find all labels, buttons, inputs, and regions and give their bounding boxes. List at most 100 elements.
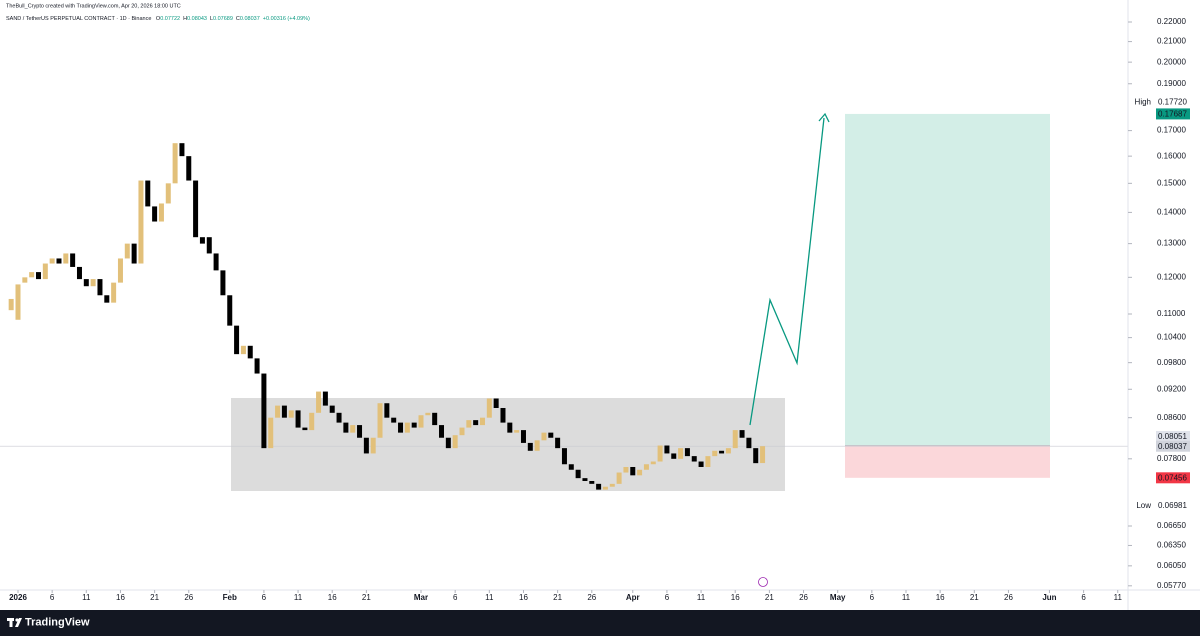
logo-part [9, 618, 13, 627]
candle-body [309, 412, 315, 431]
candle-body [42, 263, 48, 280]
candle-body [732, 430, 738, 449]
x-tick-label: Feb [223, 593, 237, 602]
x-tick-label: Jun [1042, 593, 1056, 602]
x-tick-label: 6 [50, 593, 55, 602]
candle-body [411, 422, 417, 428]
x-tick-label: 11 [82, 593, 91, 602]
credit: TheBull_Crypto created with TradingView.… [6, 3, 181, 9]
target-label-bg [1156, 108, 1190, 120]
high-label-bg [1156, 96, 1190, 108]
symbol-line: SAND / TetherUS PERPETUAL CONTRACT · 1D … [6, 16, 310, 22]
y-tick-label: 0.13000 [1157, 239, 1186, 248]
candle-body [623, 466, 629, 473]
y-tick-label: 0.19000 [1157, 79, 1186, 88]
x-tick-label: Mar [414, 593, 428, 602]
candle-body [350, 425, 356, 433]
ohlc-value: 0.07689 [213, 16, 233, 22]
x-tick-label: 21 [765, 593, 774, 602]
candle-body [609, 483, 615, 487]
x-tick-label: 6 [262, 593, 267, 602]
last-price-label-bg [1156, 440, 1190, 452]
x-tick-label: 6 [453, 593, 458, 602]
entry-label-bg [1156, 430, 1190, 442]
candle-body [541, 432, 547, 441]
x-tick-label: Apr [626, 593, 640, 602]
candle-body [459, 427, 465, 436]
candle-body [555, 437, 561, 449]
candle-body [719, 450, 725, 454]
axes: 0.22000 0.21000 0.20000 0.19000 0.17000 0.160… [0, 0, 1200, 610]
candle-body [8, 298, 14, 311]
x-tick-label: 11 [1114, 593, 1123, 602]
x-tick-label: 16 [936, 593, 945, 602]
candle-body [288, 410, 294, 418]
candles [8, 143, 766, 490]
candle-body [329, 405, 335, 413]
y-tick-label: 0.09200 [1157, 384, 1186, 393]
candle-body [643, 464, 649, 470]
candle-body [227, 295, 233, 326]
range-box [231, 398, 785, 491]
y-tick-label: 0.06050 [1157, 561, 1186, 570]
candle-body [220, 270, 226, 296]
candle-body [479, 417, 485, 426]
candle-body [589, 480, 595, 484]
candle-body [275, 405, 281, 418]
x-tick-label: 2026 [9, 593, 27, 602]
candle-body [165, 183, 171, 204]
x-tick-label: 16 [519, 593, 528, 602]
candle-body [739, 430, 745, 438]
x-tick-label: 21 [553, 593, 562, 602]
candle-body [35, 272, 41, 280]
candle-body [186, 156, 192, 181]
candle-body [520, 430, 526, 443]
footer-bar [0, 610, 1200, 636]
candle-body [117, 258, 123, 283]
candle-body [630, 466, 636, 476]
brand-name[interactable]: TradingView [25, 616, 90, 628]
candle-body [158, 203, 164, 222]
y-tick-label: 0.05770 [1157, 581, 1186, 590]
x-tick-label: 11 [697, 593, 706, 602]
x-tick-label: 6 [870, 593, 875, 602]
candle-body [698, 461, 704, 467]
x-tick-label: 11 [485, 593, 494, 602]
candle-body [172, 143, 178, 184]
x-tick-label: 11 [294, 593, 303, 602]
candle-body [83, 279, 89, 287]
event-icon[interactable] [758, 577, 768, 587]
x-tick-label: May [830, 593, 846, 602]
candle-body [596, 483, 602, 490]
candle-body [234, 325, 240, 355]
change: +0.00316 (+4.09%) [263, 16, 310, 22]
ohlc-label: L [210, 16, 213, 22]
candle-body [514, 430, 520, 433]
y-tick-label: 0.14000 [1157, 208, 1186, 217]
x-tick-label: 6 [665, 593, 670, 602]
ohlc-value: 0.08043 [187, 16, 207, 22]
candle-body [179, 143, 185, 157]
candle-body [138, 180, 144, 264]
ohlc-value: 0.07722 [160, 16, 180, 22]
x-tick-label: 16 [328, 593, 337, 602]
candle-body [295, 410, 301, 428]
y-tick-label: 0.08600 [1157, 413, 1186, 422]
candle-body [268, 417, 274, 449]
y-tick-label: 0.06350 [1157, 541, 1186, 550]
candle-body [316, 391, 322, 413]
candle-body [111, 282, 117, 303]
candle-body [602, 486, 608, 490]
y-tick-label: 0.17000 [1157, 126, 1186, 135]
x-tick-label: 26 [799, 593, 808, 602]
candle-body [507, 422, 513, 433]
candle-body [131, 243, 137, 264]
candle-body [561, 448, 567, 465]
x-tick-label: 16 [116, 593, 125, 602]
candle-body [63, 253, 69, 264]
candle-body [425, 412, 431, 416]
candle-body [29, 272, 35, 278]
candle-body [575, 469, 581, 479]
stop-zone [845, 445, 1050, 478]
candle-body [302, 427, 308, 431]
